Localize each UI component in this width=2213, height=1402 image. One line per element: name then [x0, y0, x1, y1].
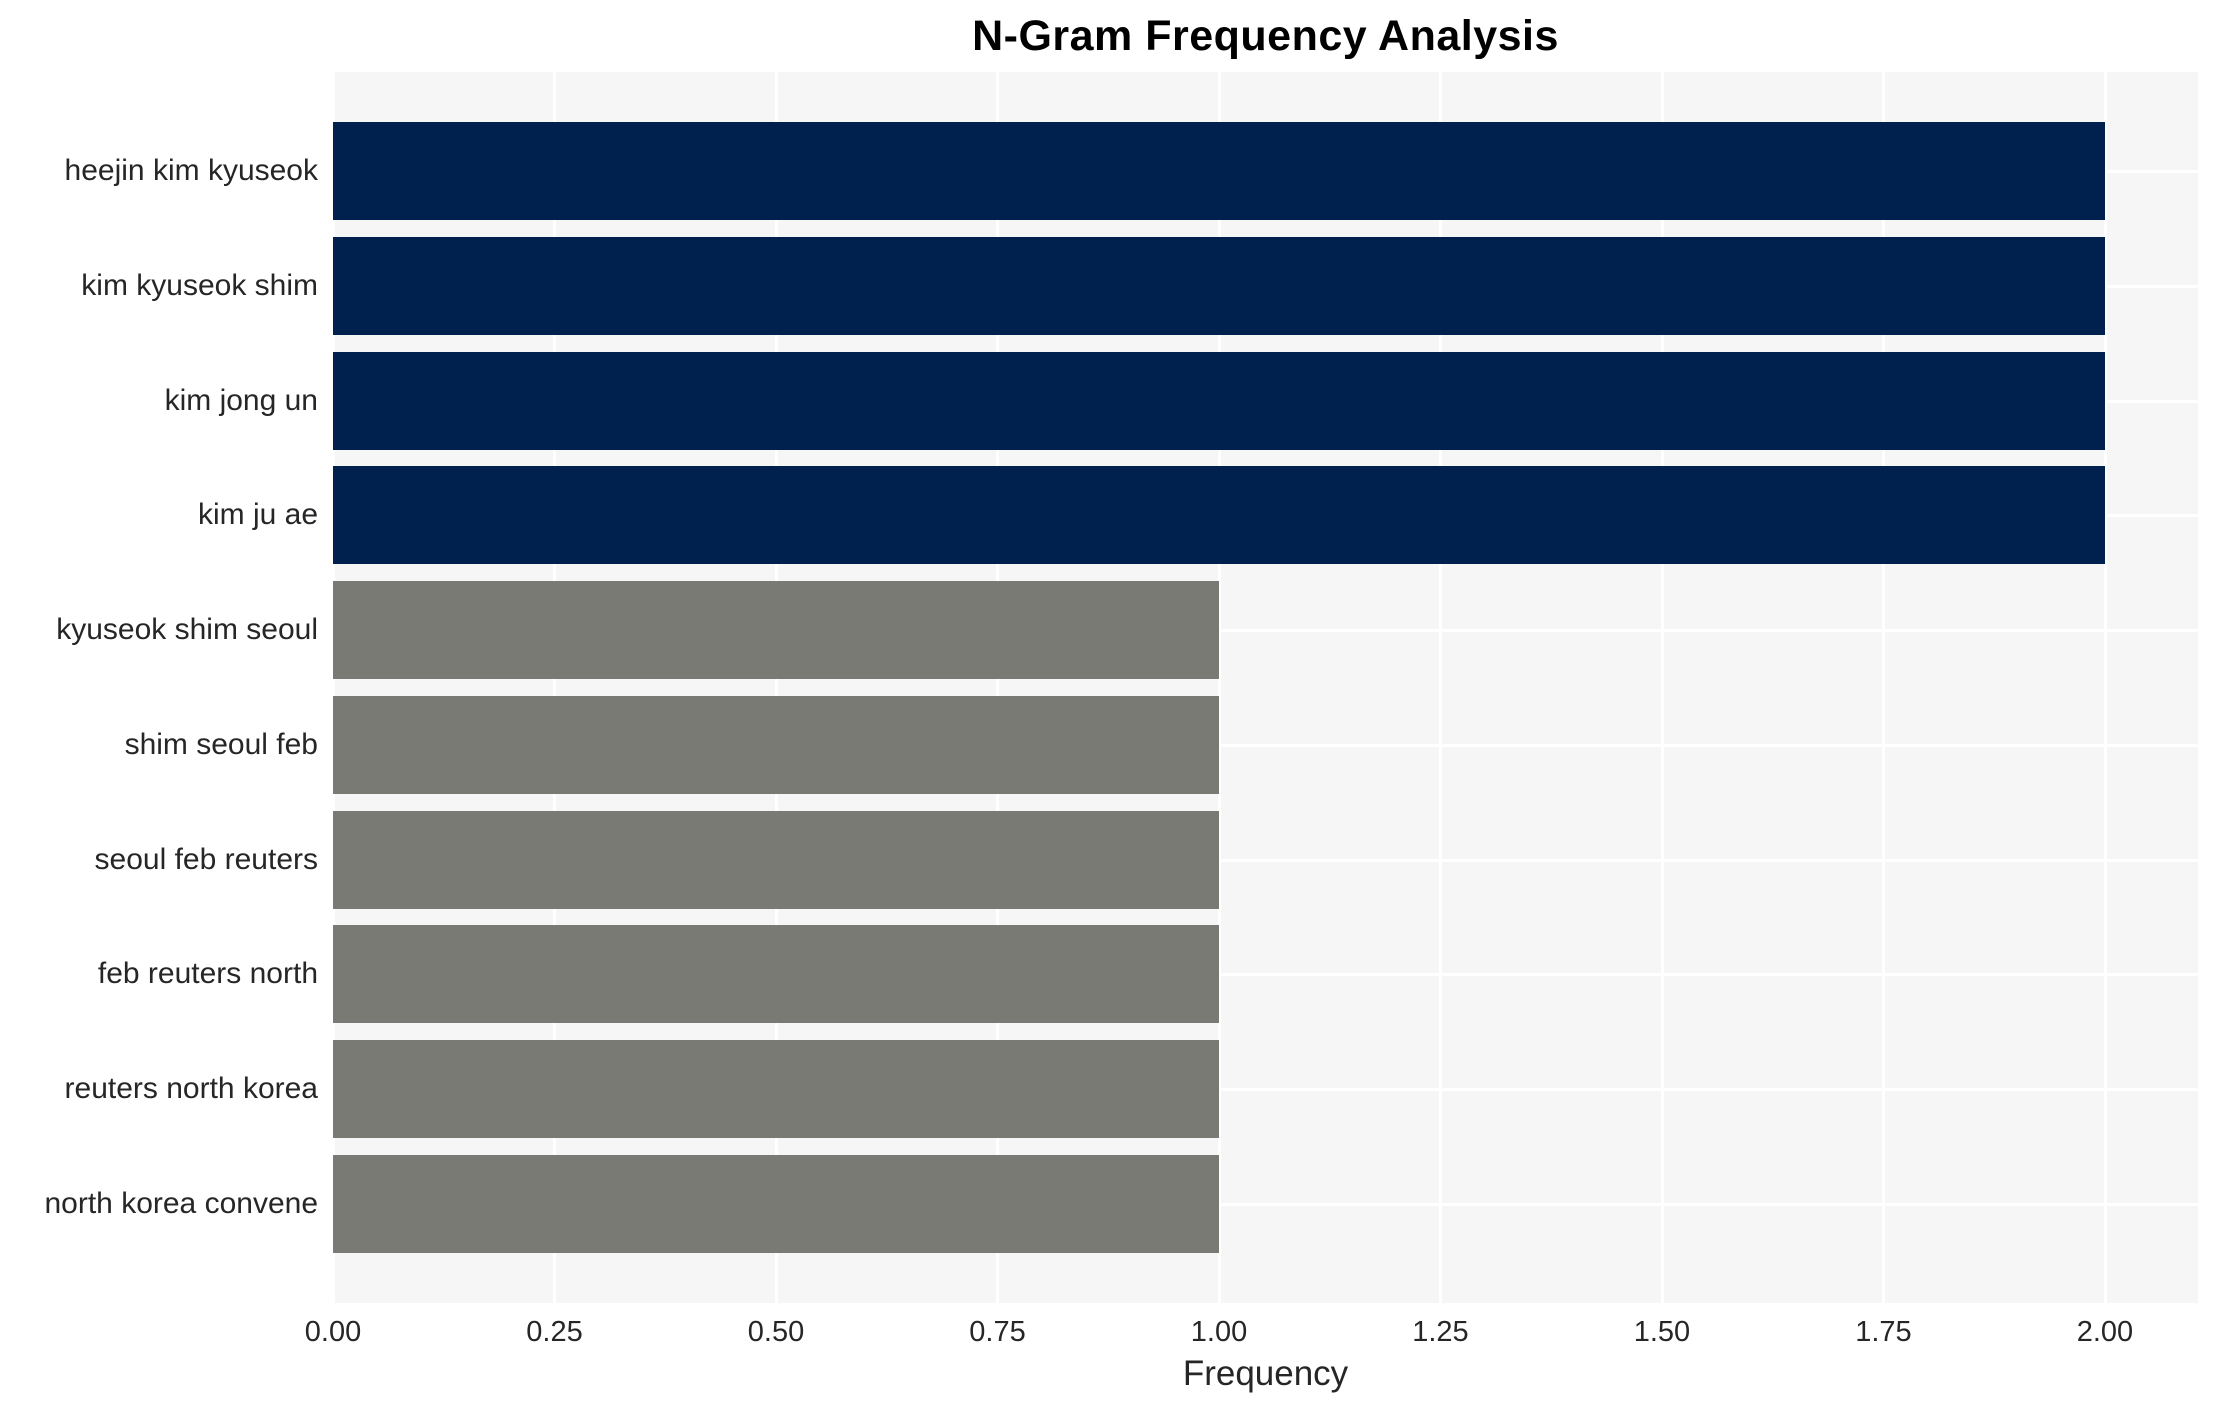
- bar-row: [333, 688, 2198, 803]
- bar: [333, 581, 1219, 680]
- bar: [333, 695, 1219, 794]
- y-axis-label: reuters north korea: [64, 1071, 318, 1105]
- y-axis-label: feb reuters north: [97, 957, 318, 991]
- bar: [333, 1154, 1219, 1253]
- bar: [333, 237, 2105, 336]
- y-axis-label: north korea convene: [44, 1186, 318, 1220]
- bar: [333, 810, 1219, 909]
- bar: [333, 466, 2105, 565]
- bar-row: [333, 1032, 2198, 1147]
- x-axis-tick-label: 2.00: [2076, 1316, 2134, 1348]
- plot-area: [332, 72, 2198, 1303]
- bar-row: [333, 1146, 2198, 1261]
- vertical-gridline: [1882, 72, 1886, 1303]
- bar: [333, 1039, 1219, 1138]
- bar-row: [333, 917, 2198, 1032]
- horizontal-gridline: [333, 1202, 2198, 1206]
- bar-rows: [333, 72, 2198, 1303]
- vertical-gridline: [332, 72, 335, 1303]
- horizontal-gridline: [333, 629, 2198, 633]
- bar: [333, 351, 2105, 450]
- vertical-gridline: [774, 72, 778, 1303]
- vertical-gridline: [996, 72, 1000, 1303]
- y-axis-label: shim seoul feb: [124, 727, 318, 761]
- bar-row: [333, 114, 2198, 229]
- y-axis-label: kim kyuseok shim: [81, 269, 318, 303]
- vertical-gridline: [1217, 72, 1221, 1303]
- x-axis-title: Frequency: [1182, 1354, 1349, 1393]
- x-axis-tick-label: 0.50: [747, 1316, 805, 1348]
- vertical-gridline: [553, 72, 557, 1303]
- bar-row: [333, 458, 2198, 573]
- x-axis-tick-label: 0.00: [304, 1316, 362, 1348]
- horizontal-gridline: [333, 858, 2198, 862]
- bar-row: [333, 802, 2198, 917]
- x-axis-tick-label: 0.75: [969, 1316, 1026, 1348]
- chart-title: N-Gram Frequency Analysis: [972, 12, 1559, 60]
- y-axis-label: kim ju ae: [197, 498, 318, 532]
- vertical-gridline: [2103, 72, 2107, 1303]
- x-axis-tick-label: 0.25: [526, 1316, 583, 1348]
- x-axis-tick-label: 1.50: [1633, 1316, 1691, 1348]
- bar: [333, 925, 1219, 1024]
- y-axis-label: kyuseok shim seoul: [56, 613, 318, 647]
- vertical-gridline: [1660, 72, 1664, 1303]
- horizontal-gridline: [333, 973, 2198, 977]
- x-axis-ticks: 0.00 0.25 0.50 0.75 1.00 1.25 1.50 1.75 2.00: [305, 1316, 2198, 1352]
- bar-row: [333, 573, 2198, 688]
- y-axis-label: seoul feb reuters: [94, 842, 318, 876]
- x-axis-tick-label: 1.75: [1855, 1316, 1912, 1348]
- x-axis-tick-label: 1.25: [1412, 1316, 1469, 1348]
- horizontal-gridline: [333, 743, 2198, 747]
- y-axis-label: heejin kim kyuseok: [64, 154, 318, 188]
- y-axis-label: kim jong un: [164, 383, 318, 417]
- y-axis-labels: heejin kim kyuseok kim kyuseok shim kim jo…: [0, 72, 318, 1303]
- x-axis-tick-label: 1.00: [1190, 1316, 1248, 1348]
- bar: [333, 122, 2105, 221]
- horizontal-gridline: [333, 1087, 2198, 1091]
- bar-row: [333, 343, 2198, 458]
- bar-row: [333, 229, 2198, 344]
- vertical-gridline: [1439, 72, 1443, 1303]
